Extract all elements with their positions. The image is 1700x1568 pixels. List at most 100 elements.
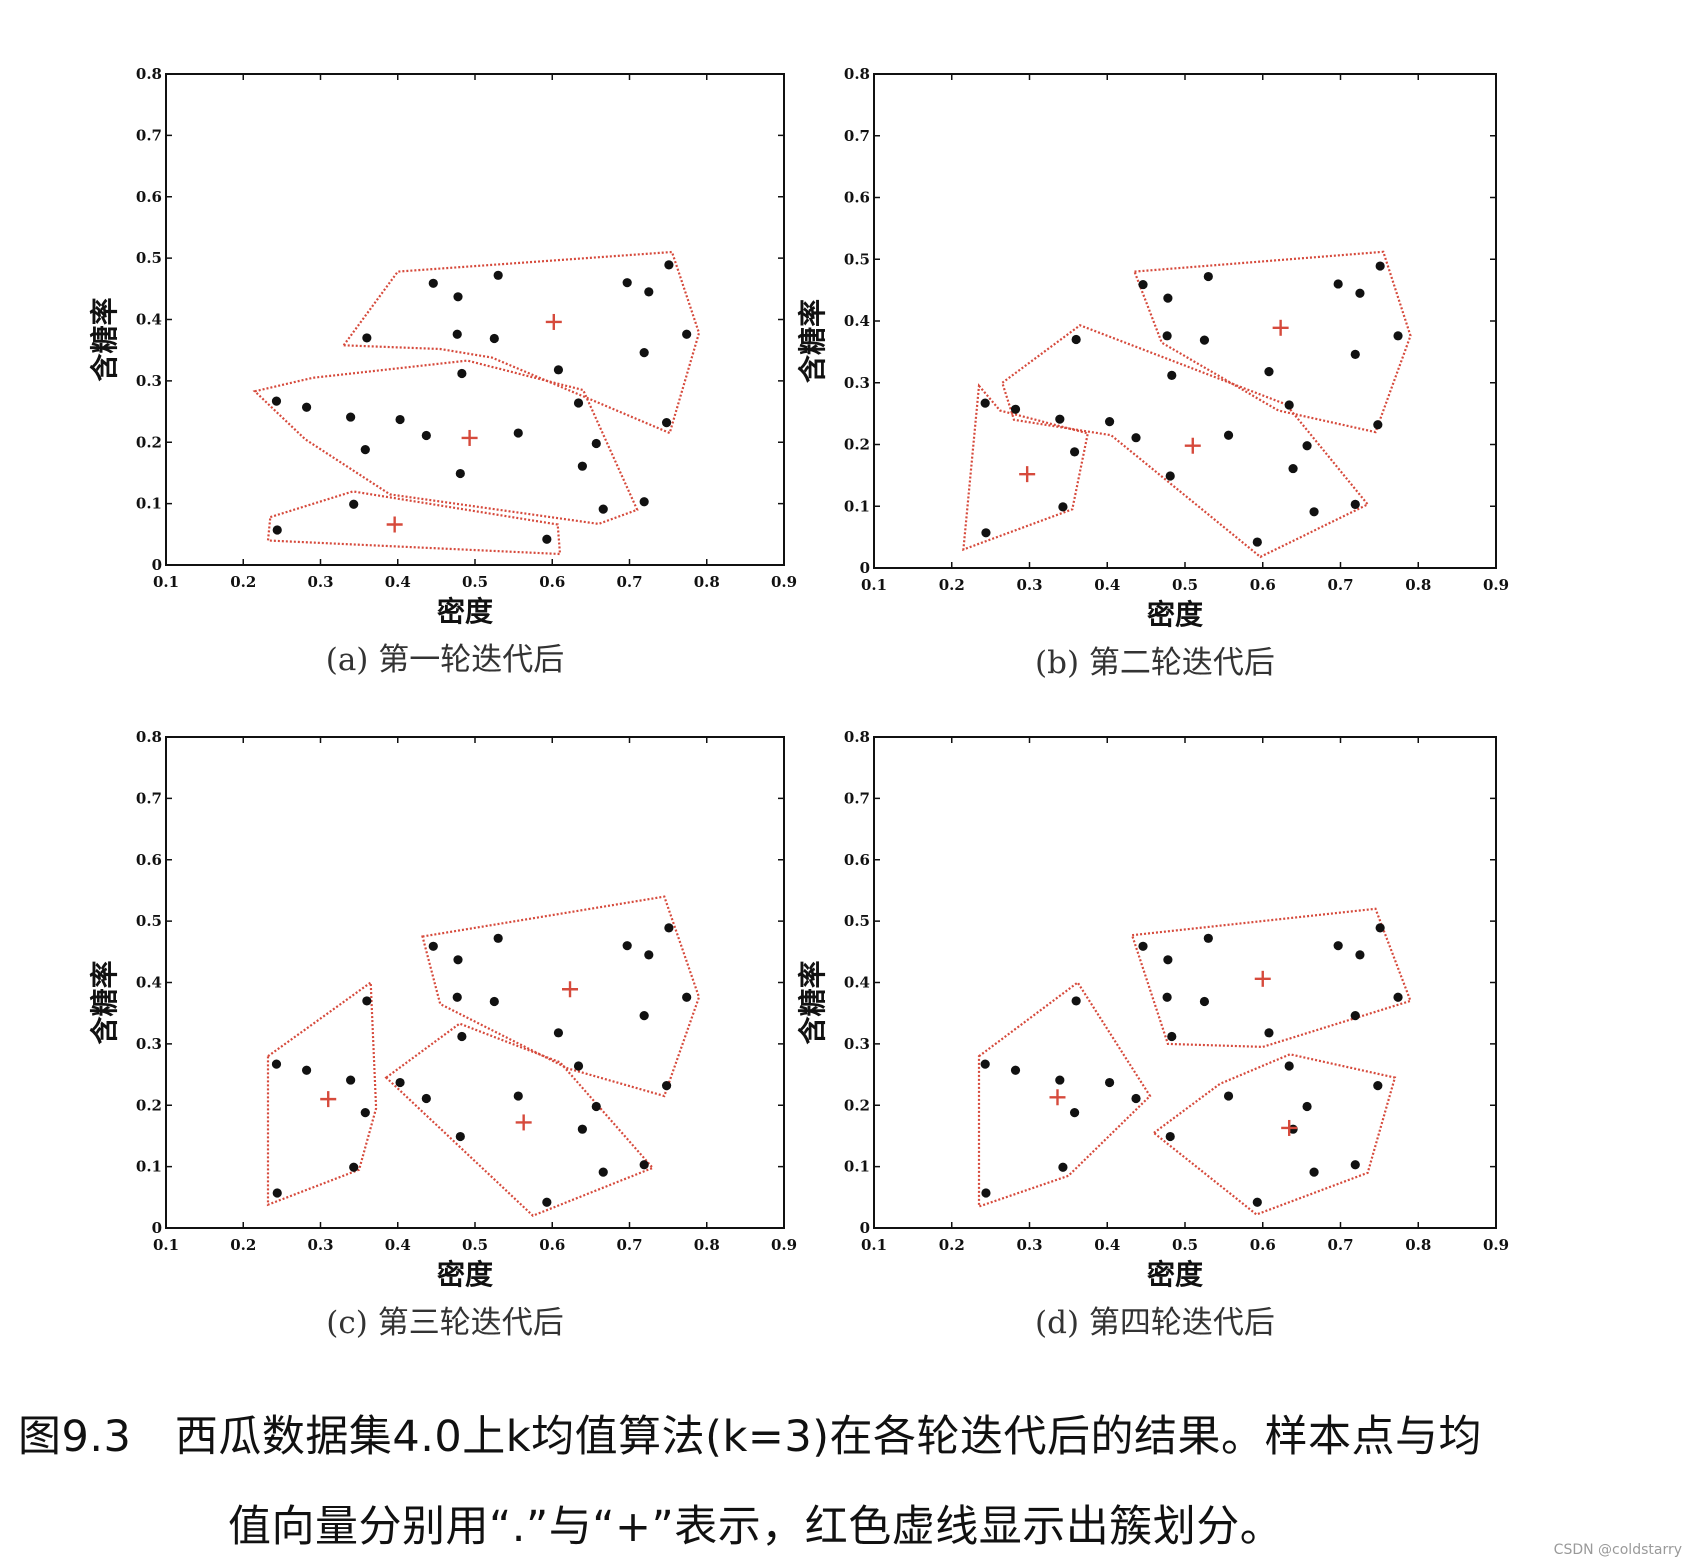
sample-point (664, 260, 674, 270)
y-tick-label: 0.2 (136, 1096, 162, 1114)
x-tick-label: 0.8 (1405, 576, 1431, 594)
sample-point (395, 414, 405, 425)
x-tick-label: 0.1 (153, 573, 179, 591)
sample-point (452, 992, 462, 1002)
sample-point (489, 333, 499, 344)
x-tick-label: 0.8 (694, 573, 720, 591)
cluster-boundary-3 (252, 359, 639, 526)
sample-point (489, 996, 499, 1007)
sample-point (1393, 331, 1403, 341)
x-tick-label: 0.2 (939, 1236, 965, 1254)
sample-point (1167, 1031, 1177, 1042)
x-tick-label: 0.3 (1016, 576, 1042, 594)
sample-point (1350, 1160, 1360, 1170)
y-tick-label: 0.8 (844, 728, 870, 746)
y-tick-label: 0.3 (136, 372, 162, 390)
sample-point (1162, 331, 1172, 341)
x-tick-label: 0.9 (771, 573, 797, 591)
sample-point (639, 348, 649, 358)
sample-point (661, 1081, 672, 1091)
sample-point (1284, 1061, 1294, 1071)
sample-point (639, 497, 649, 507)
x-tick-label: 0.3 (307, 573, 333, 591)
y-tick-label: 0.3 (136, 1035, 162, 1053)
y-tick-label: 0 (860, 1219, 870, 1237)
sample-point (1058, 502, 1068, 512)
sample-point (272, 525, 282, 535)
sample-point (349, 1162, 359, 1172)
x-tick-label: 0.5 (1172, 576, 1198, 594)
cluster-boundary-2 (421, 895, 701, 1098)
sample-point (1302, 1101, 1312, 1112)
centroid-marker-2 (1254, 970, 1271, 987)
y-tick-label: 0.5 (136, 912, 162, 930)
y-axis-label: 含糖率 (88, 297, 121, 381)
sample-point (980, 1059, 990, 1069)
sample-point (682, 992, 692, 1002)
sample-point (577, 461, 587, 471)
cluster-boundary-3 (1132, 250, 1412, 434)
subplot-caption-d: (d) 第四轮迭代后 (1035, 1305, 1275, 1341)
sample-point (622, 278, 632, 288)
x-tick-label: 0.9 (1483, 1236, 1509, 1254)
cluster-boundary-2 (1001, 324, 1370, 559)
sample-point (1333, 941, 1343, 951)
y-tick-label: 0.6 (844, 189, 870, 207)
sample-point (1104, 1077, 1115, 1088)
centroid-marker-3 (1184, 437, 1201, 454)
sample-point (591, 1101, 601, 1112)
centroid-marker-3 (515, 1114, 532, 1131)
x-tick-label: 0.1 (861, 576, 887, 594)
sample-point (1138, 941, 1148, 951)
sample-point (301, 402, 312, 412)
sample-point (271, 1059, 282, 1069)
y-tick-label: 0.1 (136, 1158, 162, 1176)
sample-point (542, 1197, 552, 1207)
sample-point (1069, 1108, 1080, 1118)
x-axis-label: 密度 (1147, 1258, 1203, 1291)
axes-frame-a (165, 73, 785, 566)
sample-point (1373, 420, 1383, 430)
sample-point (1163, 955, 1173, 965)
y-tick-label: 0 (860, 559, 870, 577)
sample-point (1284, 400, 1294, 410)
sample-point (981, 528, 991, 538)
sample-point (1309, 507, 1319, 517)
sample-point (1393, 992, 1403, 1002)
x-tick-label: 0.6 (1250, 1236, 1276, 1254)
sample-point (453, 292, 463, 302)
y-tick-label: 0.4 (844, 312, 870, 330)
sample-point (1071, 334, 1081, 345)
sample-point (1350, 499, 1360, 509)
sample-point (493, 933, 503, 943)
sample-point (1375, 261, 1385, 271)
sample-point (272, 1188, 282, 1198)
sample-point (1104, 417, 1115, 427)
axes-frame-d (873, 736, 1497, 1229)
sample-point (513, 428, 523, 438)
sample-point (981, 1188, 991, 1198)
sample-point (577, 1124, 587, 1134)
sample-point (1055, 1075, 1065, 1085)
sample-point (1163, 293, 1173, 303)
sample-point (1355, 950, 1365, 960)
sample-point (360, 1108, 370, 1118)
y-axis-label: 含糖率 (796, 960, 829, 1044)
sample-point (1058, 1162, 1068, 1172)
x-tick-label: 0.6 (1250, 576, 1276, 594)
panel-b: 0.1 0.2 0.3 0.4 0.5 0.6 0.7 0.8 0.900.10.20.30.4… (796, 65, 1509, 681)
sample-point (1350, 349, 1360, 359)
sample-point (1203, 271, 1213, 282)
x-axis-label: 密度 (1147, 598, 1203, 631)
cluster-boundary-1 (962, 383, 1090, 552)
sample-point (360, 445, 370, 455)
sample-point (1162, 992, 1172, 1002)
x-tick-label: 0.4 (385, 1236, 411, 1254)
cluster-boundary-1 (977, 980, 1152, 1209)
sample-point (1373, 1081, 1383, 1091)
centroid-marker-2 (1272, 319, 1289, 336)
sample-point (1264, 1028, 1274, 1038)
x-tick-label: 0.3 (1016, 1236, 1042, 1254)
y-tick-label: 0.1 (844, 1158, 870, 1176)
x-tick-label: 0.2 (939, 576, 965, 594)
